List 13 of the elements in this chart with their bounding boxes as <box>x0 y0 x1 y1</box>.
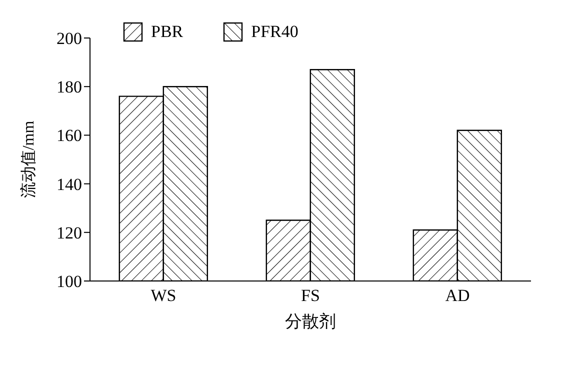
legend-label: PBR <box>151 22 184 42</box>
x-axis-title: 分散剂 <box>285 312 336 331</box>
y-axis-title: 流动值/mm <box>20 120 38 198</box>
y-tick-label: 140 <box>56 174 82 194</box>
y-tick-label: 100 <box>56 272 82 292</box>
x-tick-label: WS <box>150 286 176 306</box>
y-tick-label: 200 <box>56 29 82 48</box>
x-tick-label: FS <box>301 286 320 306</box>
y-tick-label: 160 <box>56 126 82 146</box>
legend-label: PFR40 <box>251 22 298 42</box>
x-tick-label: AD <box>445 286 470 306</box>
y-tick-label: 180 <box>56 78 82 97</box>
y-tick-label: 120 <box>56 223 82 242</box>
